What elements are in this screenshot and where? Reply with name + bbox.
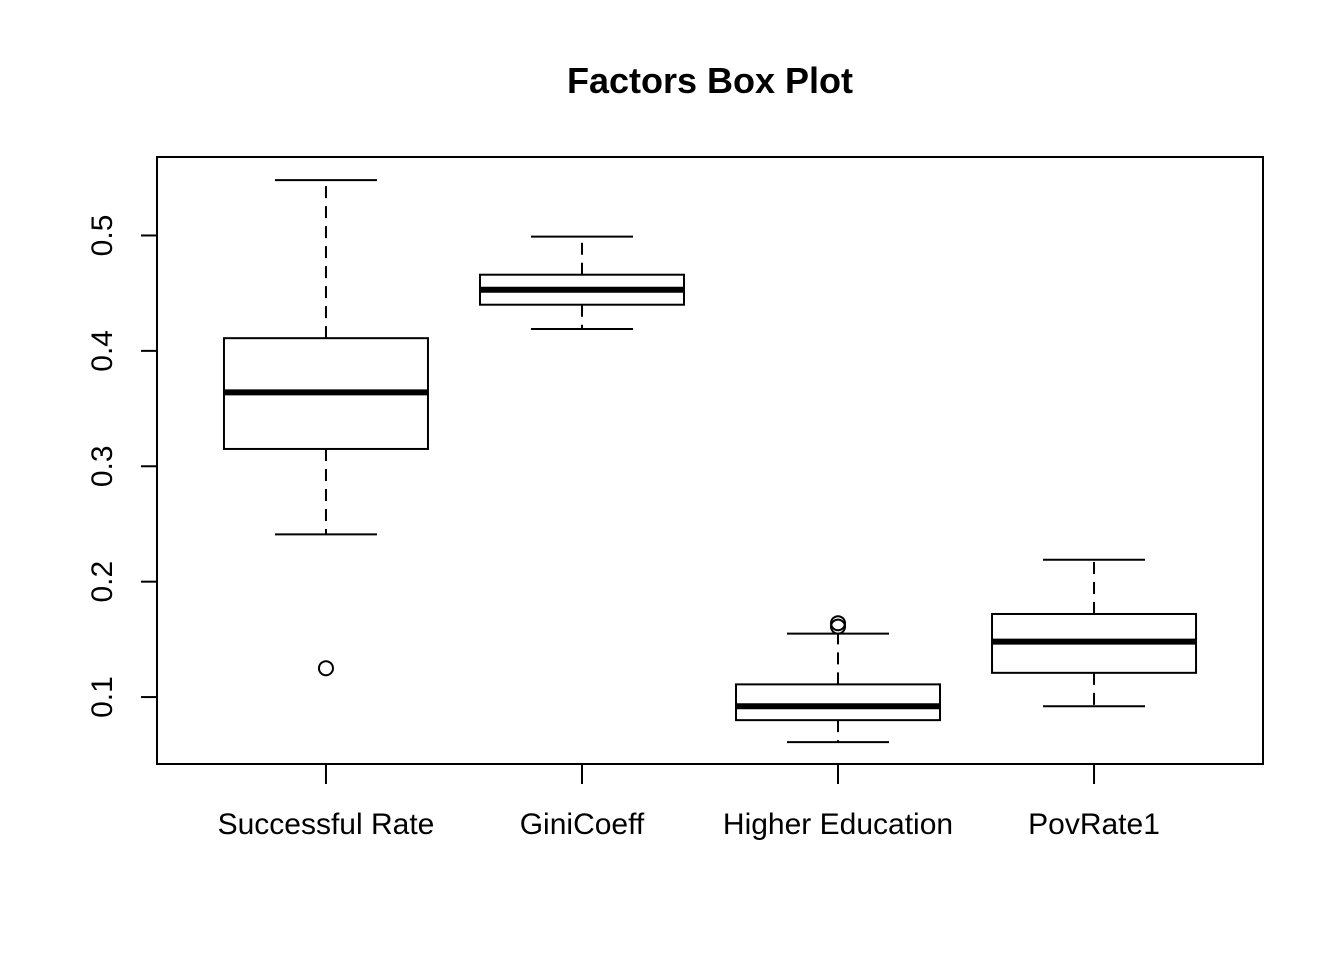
y-axis: 0.1 0.2 0.3 0.4 0.5 xyxy=(86,215,158,718)
y-tick-label: 0.1 xyxy=(86,676,119,718)
outlier-point xyxy=(830,615,847,632)
outlier-point xyxy=(830,618,847,635)
box-group xyxy=(991,558,1198,708)
x-tick-label: PovRate1 xyxy=(1028,808,1160,841)
outlier-point xyxy=(317,660,334,677)
x-axis: Successful Rate GiniCoeff Higher Education… xyxy=(218,764,1160,841)
y-tick-label: 0.5 xyxy=(86,215,119,257)
box-group xyxy=(222,179,429,677)
chart-title: Factors Box Plot xyxy=(567,60,853,101)
box-group xyxy=(478,235,685,330)
y-tick-label: 0.4 xyxy=(86,330,119,372)
iqr-box xyxy=(735,683,942,722)
y-tick-label: 0.3 xyxy=(86,445,119,487)
y-tick-label: 0.2 xyxy=(86,561,119,603)
boxes-group xyxy=(222,179,1198,744)
x-tick-label: Successful Rate xyxy=(218,808,435,841)
x-tick-label: Higher Education xyxy=(723,808,953,841)
x-tick-label: GiniCoeff xyxy=(520,808,645,841)
box-group xyxy=(735,615,942,744)
